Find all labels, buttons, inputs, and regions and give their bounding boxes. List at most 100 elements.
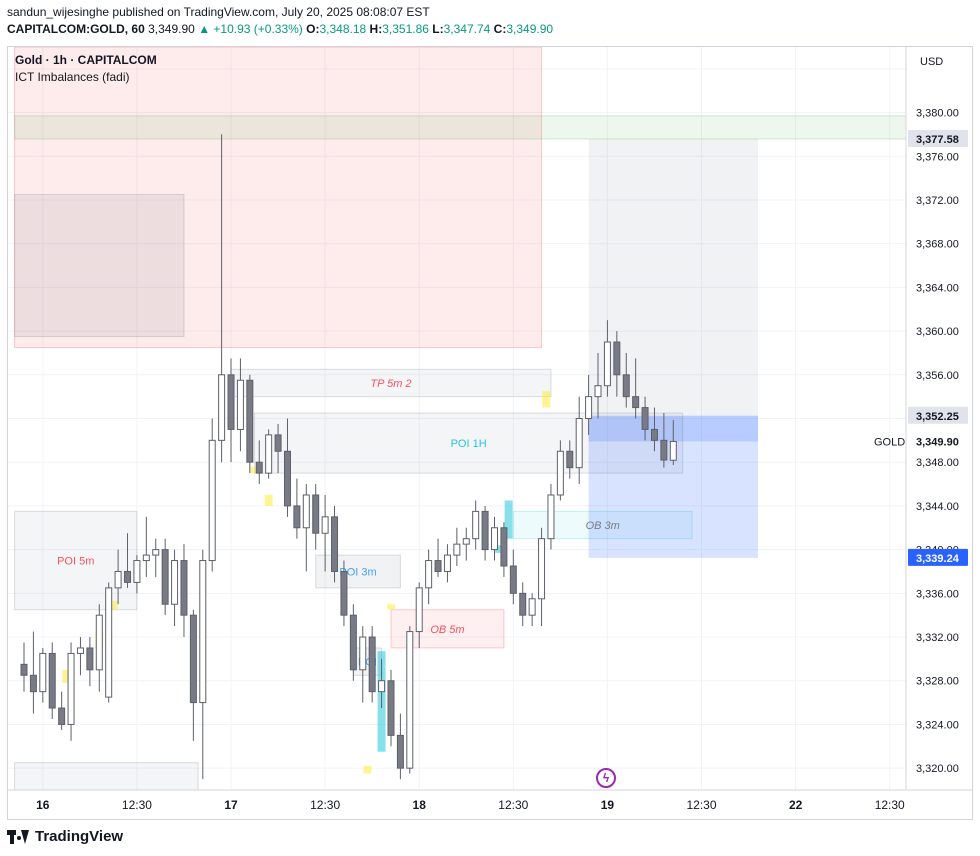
candle-body: [255, 461, 263, 474]
candle-body: [312, 494, 320, 534]
candle-body: [218, 374, 226, 441]
time-tick-label: 12:30: [687, 798, 717, 812]
candle-body: [67, 652, 75, 725]
price-tick-label: 3,368.00: [916, 239, 959, 251]
candle-body: [547, 494, 555, 540]
candle-body: [105, 587, 113, 698]
zone-box: [14, 47, 543, 348]
zone-label: POI 5m: [57, 556, 94, 568]
ohlc-line: CAPITALCOM:GOLD, 60 3,349.90 ▲ +10.93 (+…: [7, 22, 553, 36]
chart-frame[interactable]: [7, 46, 973, 820]
candle-body: [86, 647, 94, 671]
high-label: H:: [369, 22, 383, 36]
candle-body: [331, 516, 339, 572]
zone-label: OB 5m: [430, 624, 464, 636]
price-label-text: 3,352.25: [916, 411, 959, 423]
price-tick-label: 3,344.00: [916, 501, 959, 513]
zone-box: [352, 647, 383, 676]
zone-box: [14, 510, 138, 611]
candle-body: [650, 428, 658, 441]
zone-box: [254, 412, 684, 474]
imbalance-marker: [386, 604, 395, 610]
candle-body: [142, 554, 150, 562]
candle-body: [462, 538, 470, 545]
time-tick-label: 22: [789, 798, 803, 812]
candle-body: [556, 450, 564, 496]
candle-body: [321, 516, 329, 534]
chart-legend: Gold · 1h · CAPITALCOM ICT Imbalances (f…: [15, 53, 157, 84]
symbol-label: CAPITALCOM:GOLD, 60: [7, 22, 145, 36]
price-label-box: [908, 130, 968, 148]
time-tick-label: 12:30: [875, 798, 905, 812]
price-label-text: 3,339.24: [916, 553, 960, 565]
zone-box: [14, 115, 906, 140]
currency-label: USD: [920, 56, 943, 68]
candle-body: [509, 565, 517, 594]
zone-label: POI 3m: [339, 566, 376, 578]
candle-body: [660, 439, 668, 461]
price-tick-label: 3,372.00: [916, 195, 959, 207]
time-tick-label: 12:30: [310, 798, 340, 812]
candle-body: [199, 560, 207, 704]
candle-body: [669, 440, 677, 461]
publisher-line: sandun_wijesinghe published on TradingVi…: [7, 5, 430, 19]
candle-body: [472, 510, 480, 540]
price-label-text: 3,349.90: [916, 436, 959, 448]
time-tick-label: 19: [601, 798, 615, 812]
candle-body: [434, 560, 442, 572]
candle-body: [538, 538, 546, 600]
candle-body: [500, 527, 508, 567]
price-tick-label: 3,348.00: [916, 457, 959, 469]
tradingview-logo[interactable]: TradingView: [7, 828, 123, 845]
candle-body: [293, 505, 301, 529]
candle-body: [641, 407, 649, 430]
imbalance-marker: [264, 494, 273, 506]
candle-body: [443, 554, 451, 572]
candle-body: [613, 341, 621, 376]
brand-name: TradingView: [35, 828, 124, 845]
legend-indicator[interactable]: ICT Imbalances (fadi): [15, 70, 130, 84]
time-tick-label: 12:30: [122, 798, 152, 812]
candle-body: [406, 631, 414, 769]
high-value: 3,351.86: [382, 22, 429, 36]
price-tick-label: 3,328.00: [916, 676, 959, 688]
low-label: L:: [432, 22, 444, 36]
zone-box: [315, 554, 401, 589]
candle-body: [622, 374, 630, 398]
tradingview-logo-icon: [7, 829, 29, 844]
zone-box: [14, 194, 185, 338]
candle-body: [171, 560, 179, 605]
close-label: C:: [493, 22, 507, 36]
zone-box: [14, 762, 199, 790]
imbalance-marker: [62, 669, 71, 683]
candle-body: [491, 527, 498, 551]
lightning-bolt-icon[interactable]: ϟ: [596, 768, 616, 788]
price-tick-label: 3,320.00: [916, 763, 959, 775]
candle-body: [359, 636, 367, 671]
price-label-text: 3,377.58: [916, 134, 959, 146]
time-tick-label: 12:30: [498, 798, 528, 812]
price-tick-label: 3,380.00: [916, 108, 959, 120]
open-label: O:: [306, 22, 320, 36]
price-tick-label: 3,336.00: [916, 588, 959, 600]
candle-body: [95, 614, 103, 671]
candle-body: [594, 385, 602, 398]
candle-body: [368, 636, 376, 693]
candle-body: [180, 560, 188, 616]
candle-body: [39, 652, 47, 693]
candle-body: [227, 374, 235, 430]
candle-body: [378, 680, 386, 693]
candle-body: [603, 341, 611, 387]
candle-body: [189, 614, 197, 704]
candle-body: [114, 570, 122, 589]
time-tick-label: 16: [36, 798, 50, 812]
candle-body: [425, 560, 433, 589]
candle-body: [48, 652, 56, 709]
zone-label: OB 3m: [586, 520, 620, 532]
price-tick-label: 3,324.00: [916, 719, 959, 731]
price-label-box: [908, 432, 968, 450]
candle-body: [632, 396, 640, 409]
candle-body: [124, 570, 132, 583]
